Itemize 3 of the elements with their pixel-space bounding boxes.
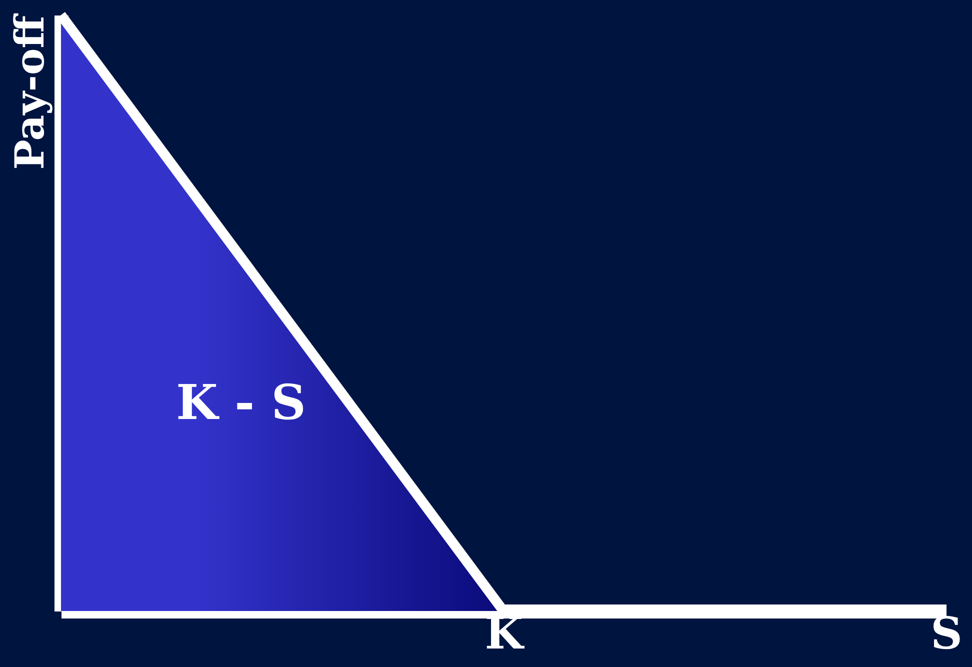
annotation: K - S: [176, 375, 306, 431]
x-tick-label: S: [930, 608, 962, 660]
y-axis-title: Pay-off: [6, 13, 54, 170]
